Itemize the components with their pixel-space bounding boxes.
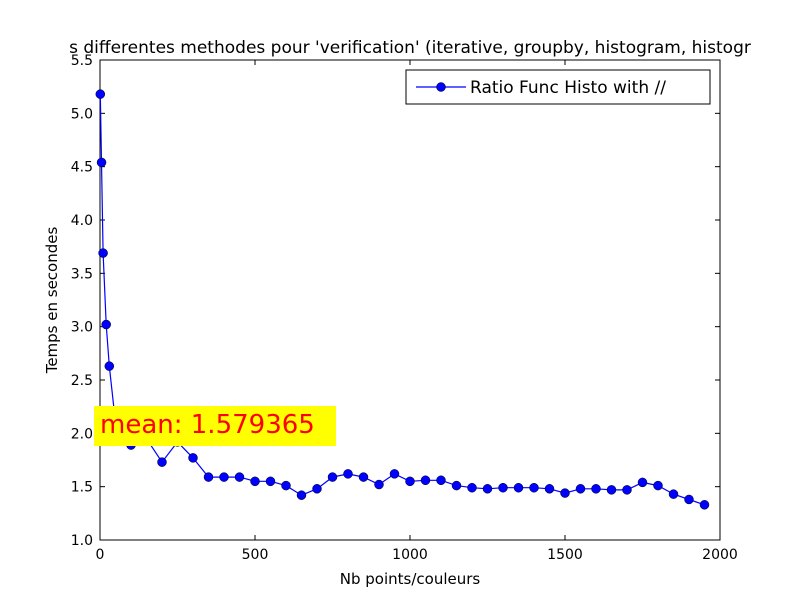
data-point: [498, 482, 508, 493]
y-tick-label: 4.5: [71, 160, 93, 176]
x-tick-label: 1000: [392, 547, 428, 563]
data-point: [637, 477, 648, 488]
data-point: [327, 472, 338, 482]
y-tick-label: 5.0: [71, 106, 93, 122]
data-point: [699, 500, 710, 510]
y-tick-label: 4.0: [71, 213, 93, 229]
data-point: [104, 361, 115, 371]
data-point: [281, 480, 291, 491]
data-point: [560, 488, 570, 498]
data-point: [451, 480, 462, 491]
data-point: [265, 476, 276, 487]
data-point: [343, 469, 353, 479]
y-tick-label: 2.5: [71, 373, 93, 389]
x-tick-label: 500: [242, 547, 269, 563]
data-point: [234, 472, 245, 482]
data-point: [467, 482, 477, 493]
y-tick-label: 1.5: [71, 480, 93, 496]
data-point: [374, 479, 384, 490]
data-point: [436, 475, 446, 486]
data-point: [203, 472, 214, 482]
legend-marker-sample: [436, 82, 446, 92]
data-point: [622, 485, 632, 495]
y-tick-label: 3.5: [71, 266, 93, 282]
data-point: [668, 489, 679, 499]
data-point: [101, 319, 111, 330]
chart-title: s differentes methodes pour 'verificatio…: [69, 38, 751, 58]
data-point: [296, 490, 307, 500]
data-point: [653, 480, 663, 491]
data-point: [389, 469, 400, 479]
y-tick-label: 2.0: [71, 426, 93, 442]
mean-annotation: mean: 1.579365: [100, 410, 315, 440]
y-tick-label: 5.5: [71, 53, 93, 69]
data-point: [591, 484, 601, 494]
data-point: [157, 457, 167, 467]
data-point: [250, 476, 260, 487]
y-axis-label: Temps en secondes: [43, 227, 61, 375]
legend-label: Ratio Func Histo with //: [470, 78, 666, 98]
data-point: [513, 482, 524, 493]
x-tick-label: 0: [96, 547, 105, 563]
legend: Ratio Func Histo with //: [405, 69, 711, 105]
y-tick-label: 3.0: [71, 320, 93, 336]
data-point: [420, 475, 431, 486]
data-point: [606, 485, 617, 495]
data-point: [188, 453, 198, 463]
data-point: [684, 494, 694, 505]
data-point: [529, 482, 539, 493]
data-point: [405, 476, 415, 487]
data-point: [575, 484, 586, 494]
plot-area: [99, 59, 721, 541]
data-point: [544, 484, 555, 494]
data-point: [95, 89, 106, 99]
x-tick-label: 1500: [547, 547, 583, 563]
data-point: [312, 484, 322, 494]
x-tick-label: 2000: [702, 547, 738, 563]
data-point: [219, 472, 229, 482]
data-point: [358, 472, 369, 482]
x-axis-label: Nb points/couleurs: [340, 570, 481, 588]
data-point: [96, 157, 107, 168]
mean-annotation-box: [94, 406, 336, 446]
data-point: [482, 484, 493, 494]
axis-tick-labels: 0 500 1000 1500 2000 1.0 1.5 2.0 2.5 3.0 3.5 4.0 4.5…: [71, 53, 738, 563]
data-point: [98, 248, 108, 258]
y-tick-label: 1.0: [71, 533, 93, 549]
